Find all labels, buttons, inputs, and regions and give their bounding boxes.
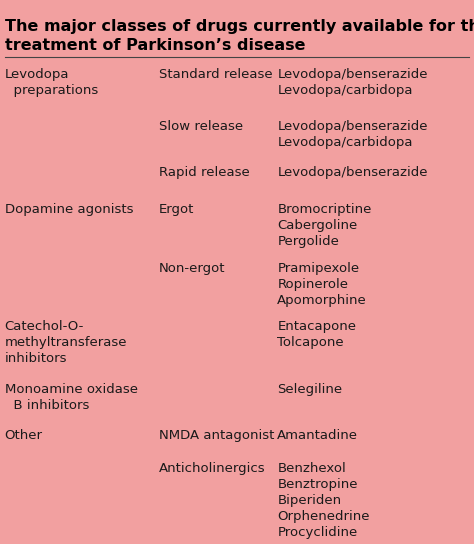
Text: Non-ergot: Non-ergot — [159, 262, 225, 275]
Text: Anticholinergics: Anticholinergics — [159, 462, 265, 475]
Text: Standard release: Standard release — [159, 68, 273, 81]
Text: Bromocriptine
Cabergoline
Pergolide: Bromocriptine Cabergoline Pergolide — [277, 203, 372, 248]
Text: Entacapone
Tolcapone: Entacapone Tolcapone — [277, 320, 356, 349]
Text: Levodopa/benserazide
Levodopa/carbidopa: Levodopa/benserazide Levodopa/carbidopa — [277, 120, 428, 149]
Text: Other: Other — [5, 429, 43, 442]
Text: Catechol-O-
methyltransferase
inhibitors: Catechol-O- methyltransferase inhibitors — [5, 320, 127, 366]
Text: Selegiline: Selegiline — [277, 383, 342, 396]
Text: Levodopa/benserazide: Levodopa/benserazide — [277, 166, 428, 179]
Text: Levodopa
  preparations: Levodopa preparations — [5, 68, 98, 97]
Text: Monoamine oxidase
  B inhibitors: Monoamine oxidase B inhibitors — [5, 383, 138, 412]
Text: Rapid release: Rapid release — [159, 166, 249, 179]
Text: Dopamine agonists: Dopamine agonists — [5, 203, 133, 216]
Text: Levodopa/benserazide
Levodopa/carbidopa: Levodopa/benserazide Levodopa/carbidopa — [277, 68, 428, 97]
Text: Slow release: Slow release — [159, 120, 243, 133]
Text: Ergot: Ergot — [159, 203, 194, 216]
Text: NMDA antagonist: NMDA antagonist — [159, 429, 274, 442]
Text: Pramipexole
Ropinerole
Apomorphine: Pramipexole Ropinerole Apomorphine — [277, 262, 367, 307]
Text: The major classes of drugs currently available for the
treatment of Parkinson’s : The major classes of drugs currently ava… — [5, 19, 474, 53]
Text: Amantadine: Amantadine — [277, 429, 358, 442]
Text: Benzhexol
Benztropine
Biperiden
Orphenedrine
Procyclidine: Benzhexol Benztropine Biperiden Orphened… — [277, 462, 370, 539]
